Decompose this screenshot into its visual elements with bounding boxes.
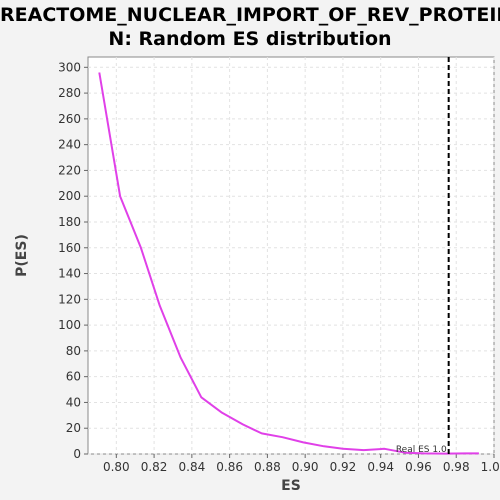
y-tick-label: 300 bbox=[58, 60, 81, 74]
x-tick-label: 0.82 bbox=[141, 460, 168, 474]
x-tick-label: 0.86 bbox=[216, 460, 243, 474]
y-tick-label: 60 bbox=[66, 370, 81, 384]
x-tick-label: 0.98 bbox=[443, 460, 470, 474]
x-tick-label: 0.80 bbox=[103, 460, 130, 474]
chart-title-line2: N: Random ES distribution bbox=[108, 28, 392, 50]
y-tick-label: 100 bbox=[58, 318, 81, 332]
y-tick-label: 240 bbox=[58, 138, 81, 152]
y-tick-label: 180 bbox=[58, 215, 81, 229]
es-series-line bbox=[98, 72, 479, 455]
y-tick-label: 260 bbox=[58, 112, 81, 126]
y-tick-label: 0 bbox=[73, 447, 81, 461]
x-tick-label: 0.96 bbox=[405, 460, 432, 474]
x-tick-label: 1.00 bbox=[481, 460, 500, 474]
plot-area bbox=[87, 56, 495, 455]
y-tick-label: 160 bbox=[58, 241, 81, 255]
chart-title-line1: REACTOME_NUCLEAR_IMPORT_OF_REV_PROTEIN bbox=[0, 4, 500, 26]
real-es-label: Real ES 1.0 bbox=[396, 445, 447, 455]
x-axis-label: ES bbox=[281, 478, 301, 494]
x-tick-label: 0.92 bbox=[330, 460, 357, 474]
grid-lines bbox=[88, 57, 495, 455]
y-tick-label: 120 bbox=[58, 292, 81, 306]
y-tick-label: 280 bbox=[58, 86, 81, 100]
y-tick-label: 200 bbox=[58, 189, 81, 203]
y-tick-label: 140 bbox=[58, 267, 81, 281]
y-tick-label: 220 bbox=[58, 163, 81, 177]
x-tick-label: 0.84 bbox=[179, 460, 206, 474]
y-tick-label: 80 bbox=[66, 344, 81, 358]
x-tick-label: 0.94 bbox=[367, 460, 394, 474]
x-tick-label: 0.90 bbox=[292, 460, 319, 474]
x-tick-label: 0.88 bbox=[254, 460, 281, 474]
data-marks: Real ES 1.0 bbox=[98, 57, 479, 455]
y-tick-label: 40 bbox=[66, 395, 81, 409]
y-tick-label: 20 bbox=[66, 421, 81, 435]
axes: 0 20 40 60 80 100 120 140 160 180 200 220 240 260 280 3… bbox=[58, 60, 500, 474]
y-axis-label: P(ES) bbox=[14, 234, 30, 277]
